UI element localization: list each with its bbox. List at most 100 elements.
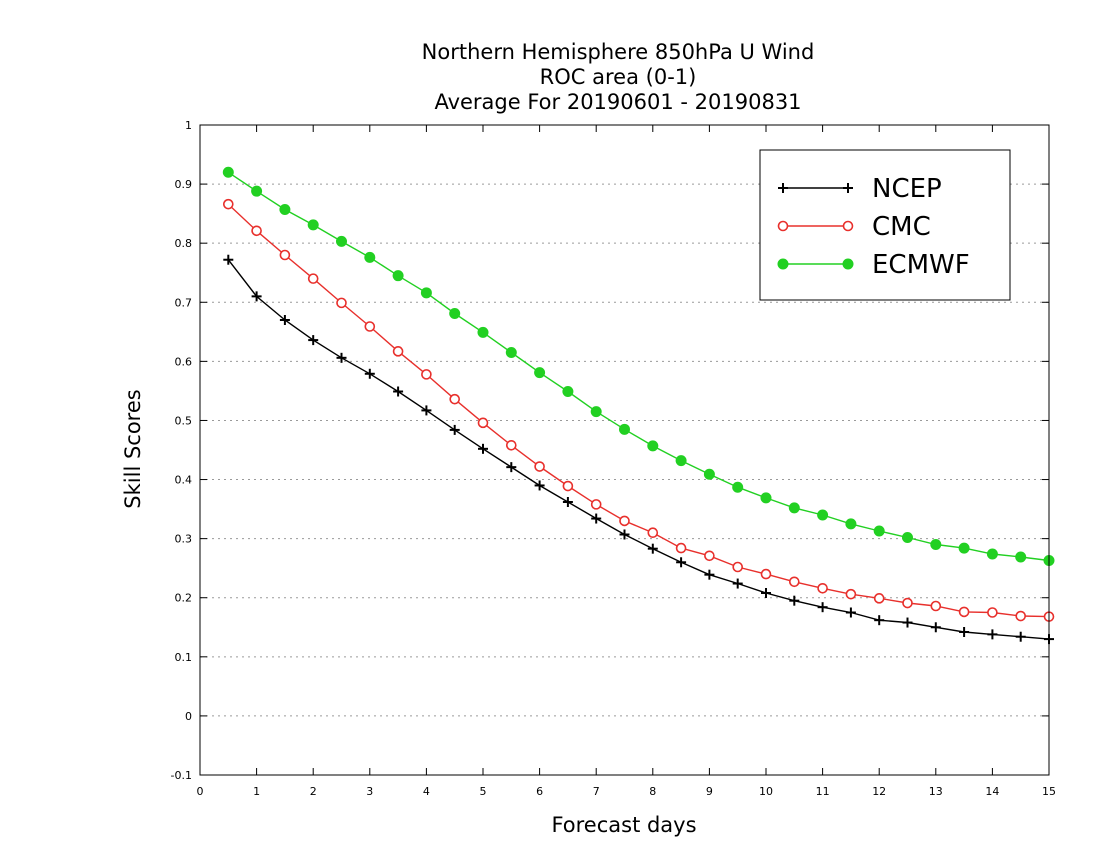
data-point-ncep [959, 627, 970, 637]
y-tick-label: 0.6 [175, 355, 193, 368]
data-point-cmc [675, 542, 687, 554]
data-point-cmc [704, 550, 715, 562]
data-point-ncep [449, 424, 460, 435]
data-point-ecmwf [817, 509, 829, 521]
x-tick-label: 13 [929, 785, 943, 798]
series-ecmwf [222, 166, 1055, 566]
series-ncep [223, 254, 1054, 645]
data-point-cmc [364, 321, 376, 332]
y-tick-label: 0.1 [175, 651, 193, 664]
data-point-ncep [223, 254, 234, 265]
x-tick-label: 3 [366, 785, 373, 798]
axes: -0.100.10.20.30.40.50.60.70.80.910 1 2 3 4 5 6… [171, 119, 1056, 798]
legend-entry-ecmwf: ECMWF [777, 250, 970, 280]
data-point-ncep [902, 617, 913, 628]
y-tick-label: -0.1 [171, 769, 192, 782]
y-tick-label: 0.7 [175, 296, 193, 309]
plot-frame [199, 124, 1050, 776]
data-point-cmc [619, 515, 630, 527]
y-tick-label: 0.4 [175, 474, 193, 487]
data-point-ecmwf [647, 440, 659, 452]
data-point-ncep [930, 622, 941, 633]
data-point-ncep [506, 462, 517, 473]
legend-marker [843, 183, 853, 193]
data-point-ncep [534, 480, 545, 491]
data-point-cmc [930, 600, 942, 612]
x-tick-label: 11 [816, 785, 830, 798]
data-point-ecmwf [392, 270, 404, 282]
data-point-ncep [478, 443, 488, 454]
data-point-ncep [279, 315, 290, 325]
data-point-cmc [279, 249, 291, 261]
title-line-1: Northern Hemisphere 850hPa U Wind [422, 40, 815, 64]
data-point-ecmwf [958, 542, 970, 554]
data-point-ncep [619, 529, 630, 540]
y-axis-label: Skill Scores [121, 389, 145, 508]
data-point-ncep [732, 578, 743, 589]
legend-marker [778, 183, 788, 193]
data-point-cmc [1015, 610, 1027, 622]
data-point-ncep [308, 335, 319, 346]
legend-entry-ncep: NCEP [778, 174, 942, 204]
data-point-cmc [477, 417, 489, 429]
legend-entry-cmc: CMC [777, 212, 931, 242]
series-layer [222, 166, 1055, 645]
x-tick-label: 5 [480, 785, 487, 798]
data-point-ecmwf [307, 219, 319, 231]
data-point-ecmwf [364, 251, 376, 263]
data-point-ecmwf [534, 367, 546, 379]
y-tick-label: 0.8 [175, 237, 193, 250]
x-tick-label: 6 [536, 785, 543, 798]
legend-marker [842, 220, 854, 232]
data-point-ncep [704, 569, 715, 580]
legend-label: ECMWF [872, 250, 970, 280]
data-point-cmc [392, 346, 404, 357]
x-tick-label: 0 [197, 785, 204, 798]
y-tick-label: 0.9 [175, 178, 193, 191]
data-point-ncep [676, 557, 687, 568]
data-point-ecmwf [251, 185, 263, 197]
data-point-cmc [647, 527, 659, 539]
legend-label: CMC [872, 212, 931, 242]
data-point-ncep [591, 513, 602, 524]
data-point-cmc [251, 225, 262, 237]
data-point-ncep [987, 629, 998, 640]
y-tick-label: 0.3 [175, 533, 193, 546]
y-tick-label: 1 [185, 119, 192, 132]
data-point-ncep [336, 352, 347, 363]
x-tick-label: 2 [310, 785, 317, 798]
legend-marker [777, 220, 789, 232]
data-point-ecmwf [845, 518, 857, 530]
legend-label: NCEP [872, 174, 942, 204]
data-point-cmc [505, 439, 517, 451]
data-point-ecmwf [505, 347, 517, 358]
data-point-ecmwf [449, 308, 461, 319]
data-point-cmc [958, 606, 970, 618]
x-tick-label: 15 [1042, 785, 1056, 798]
title-line-3: Average For 20190601 - 20190831 [434, 90, 801, 114]
data-point-cmc [873, 593, 885, 604]
data-point-ecmwf [703, 468, 715, 480]
data-point-ecmwf [675, 455, 687, 467]
data-point-ecmwf [902, 531, 913, 543]
x-tick-label: 8 [649, 785, 656, 798]
title-line-2: ROC area (0-1) [540, 65, 697, 89]
data-point-ecmwf [732, 481, 744, 493]
data-point-ecmwf [760, 492, 772, 504]
data-point-cmc [817, 582, 828, 594]
legend: NCEP CMC ECMWF [759, 149, 1011, 301]
legend-box [759, 149, 1011, 301]
data-point-ncep [1015, 631, 1026, 642]
series-cmc [223, 198, 1055, 622]
data-point-ncep [647, 543, 658, 554]
data-point-ncep [251, 291, 262, 302]
chart-title: Northern Hemisphere 850hPa U Wind ROC ar… [422, 40, 815, 114]
y-tick-label: 0.5 [175, 414, 193, 427]
data-point-cmc [562, 480, 574, 492]
data-point-cmc [902, 597, 913, 609]
data-point-ncep [562, 497, 573, 507]
data-point-ncep [421, 405, 432, 416]
data-point-cmc [788, 576, 800, 588]
data-point-ecmwf [590, 406, 602, 418]
data-point-cmc [421, 369, 432, 380]
